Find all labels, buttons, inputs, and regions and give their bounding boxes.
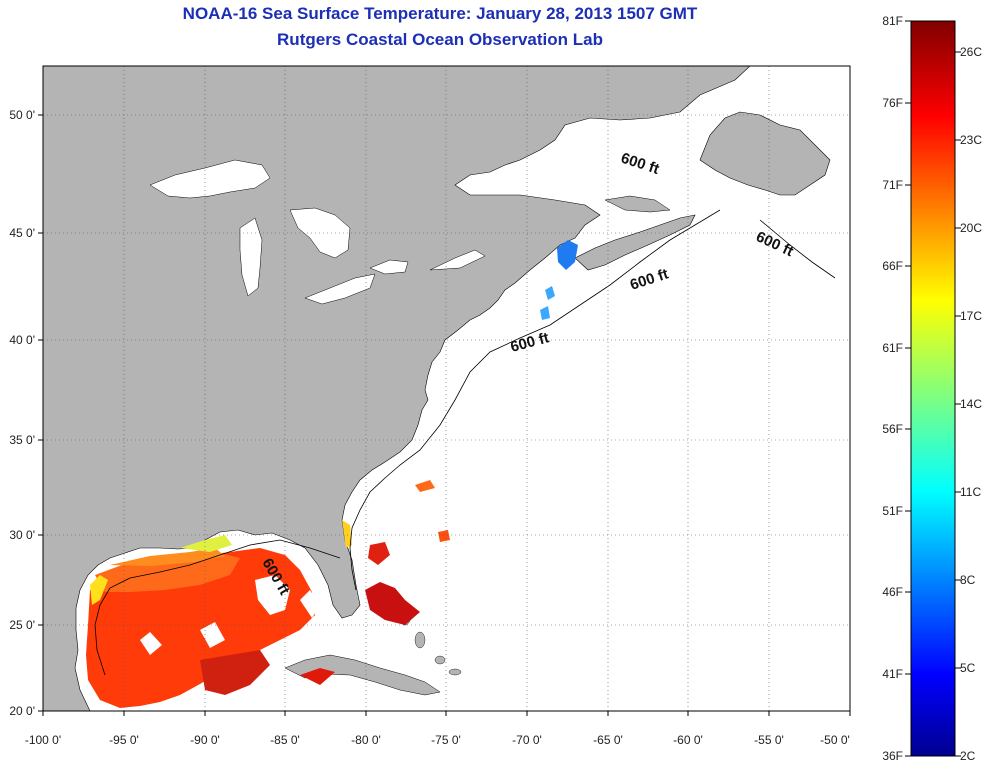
land-newfoundland — [699, 111, 831, 196]
colorbar-f-label: 36F — [882, 749, 903, 763]
map-title: NOAA-16 Sea Surface Temperature: January… — [182, 4, 698, 23]
lon-label: -80 0' — [351, 733, 381, 747]
land-cuba — [284, 654, 441, 696]
colorbar-c-label: 8C — [960, 573, 976, 587]
lat-label: 45 0' — [9, 226, 35, 240]
colorbar-f-label: 41F — [882, 667, 903, 681]
colorbar-c-label: 20C — [960, 221, 982, 235]
colorbar-c-label: 23C — [960, 133, 982, 147]
colorbar-f-label: 61F — [882, 341, 903, 355]
colorbar-f-label: 56F — [882, 422, 903, 436]
colorbar-c-label: 5C — [960, 661, 976, 675]
latitude-labels: 50 0' 45 0' 40 0' 35 0' 30 0' 25 0' 20 0… — [9, 108, 35, 718]
colorbar-gradient — [910, 20, 956, 757]
colorbar-f-label: 76F — [882, 96, 903, 110]
lon-label: -75 0' — [431, 733, 461, 747]
sst-florida-straits — [342, 480, 450, 625]
colorbar-f-label: 46F — [882, 585, 903, 599]
lon-label: -50 0' — [820, 733, 850, 747]
lat-label: 20 0' — [9, 704, 35, 718]
colorbar-c-label: 26C — [960, 45, 982, 59]
colorbar-f-label: 71F — [882, 178, 903, 192]
land-nova-scotia — [574, 214, 696, 271]
lon-label: -95 0' — [109, 733, 139, 747]
colorbar-c-label: 11C — [960, 485, 981, 499]
lon-label: -60 0' — [673, 733, 703, 747]
longitude-labels: -100 0' -95 0' -90 0' -85 0' -80 0' -75 … — [25, 733, 850, 747]
lon-label: -65 0' — [593, 733, 623, 747]
lon-label: -90 0' — [190, 733, 220, 747]
map-subtitle: Rutgers Coastal Ocean Observation Lab — [277, 30, 603, 49]
lat-label: 50 0' — [9, 108, 35, 122]
lat-label: 25 0' — [9, 618, 35, 632]
lon-label: -70 0' — [512, 733, 542, 747]
colorbar-c-label: 2C — [960, 749, 976, 763]
graticule — [43, 66, 850, 711]
lon-label: -85 0' — [270, 733, 300, 747]
colorbar-c-label: 17C — [960, 309, 982, 323]
land-gulf-island — [604, 195, 671, 213]
colorbar-f-label: 51F — [882, 504, 903, 518]
lat-label: 40 0' — [9, 333, 35, 347]
colorbar: 81F 76F 71F 66F 61F 56F 51F 46F 41F 36F … — [882, 14, 982, 763]
colorbar-f-label: 81F — [882, 14, 903, 28]
sst-gulf-of-maine — [540, 240, 578, 320]
lat-label: 35 0' — [9, 433, 35, 447]
axis-ticks — [38, 114, 851, 716]
sst-gulf-of-mexico — [86, 535, 335, 708]
lon-label: -100 0' — [25, 733, 61, 747]
colorbar-f-label: 66F — [882, 259, 903, 273]
land-north-america — [43, 66, 751, 711]
colorbar-c-label: 14C — [960, 397, 982, 411]
lon-label: -55 0' — [754, 733, 784, 747]
lat-label: 30 0' — [9, 528, 35, 542]
